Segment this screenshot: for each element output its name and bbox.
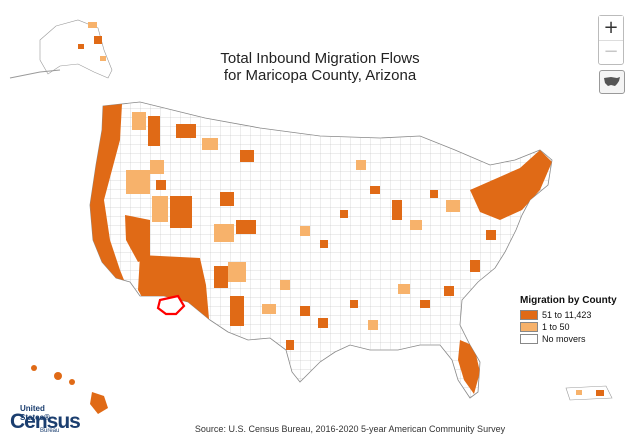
county-high[interactable] — [340, 210, 348, 218]
county-low[interactable] — [150, 160, 164, 174]
county-low[interactable] — [202, 138, 218, 150]
legend-swatch-none — [520, 333, 538, 344]
county-high[interactable] — [176, 124, 196, 138]
county-high[interactable] — [392, 200, 402, 220]
county-high[interactable] — [596, 390, 604, 396]
title-line-1: Total Inbound Migration Flows — [220, 50, 420, 67]
legend-label: No movers — [542, 333, 586, 344]
hawaii-island[interactable] — [31, 365, 37, 371]
county-low[interactable] — [132, 112, 146, 130]
county-high[interactable] — [420, 300, 430, 308]
county-low[interactable] — [300, 226, 310, 236]
alaska-county-high[interactable] — [94, 36, 102, 44]
hawaii-group — [31, 365, 108, 414]
county-high[interactable] — [286, 340, 294, 350]
logo-line-1: United States® — [20, 404, 50, 422]
hawaii-island[interactable] — [54, 372, 62, 380]
county-low[interactable] — [228, 262, 246, 282]
county-high[interactable] — [350, 300, 358, 308]
county-cluster-high[interactable] — [125, 215, 150, 262]
county-low[interactable] — [280, 280, 290, 290]
county-high[interactable] — [230, 296, 244, 326]
county-high[interactable] — [170, 196, 192, 228]
legend-label: 1 to 50 — [542, 321, 570, 332]
alaska-county-high[interactable] — [78, 44, 84, 49]
alaska-county-high[interactable] — [88, 22, 97, 28]
logo-line-3: Bureau — [40, 428, 60, 434]
county-low[interactable] — [446, 200, 460, 212]
county-low[interactable] — [398, 284, 410, 294]
county-low[interactable] — [262, 304, 276, 314]
legend-item: 1 to 50 — [520, 321, 638, 332]
alaska-aleutians — [9, 69, 61, 79]
county-low[interactable] — [356, 160, 366, 170]
legend-swatch-low — [520, 321, 538, 332]
county-low[interactable] — [214, 224, 234, 242]
county-low[interactable] — [152, 196, 168, 222]
legend-item: 51 to 11,423 — [520, 309, 638, 320]
alaska-state[interactable] — [39, 19, 113, 79]
continental-us — [89, 101, 553, 399]
puerto-rico[interactable] — [565, 385, 613, 401]
census-logo[interactable]: United States® Census Bureau — [6, 404, 81, 434]
legend-label: 51 to 11,423 — [542, 309, 592, 320]
county-high[interactable] — [214, 266, 228, 288]
county-cluster-high[interactable] — [470, 150, 552, 220]
county-low[interactable] — [368, 320, 378, 330]
alaska-county-low[interactable] — [100, 56, 106, 61]
county-cluster-high[interactable] — [138, 255, 210, 332]
county-high[interactable] — [240, 150, 254, 162]
hawaii-island[interactable] — [69, 379, 75, 385]
county-low[interactable] — [576, 390, 582, 395]
florida-counties-high[interactable] — [458, 340, 480, 394]
county-high[interactable] — [470, 260, 480, 272]
legend-item: No movers — [520, 333, 638, 344]
county-low[interactable] — [410, 220, 422, 230]
maricopa-county-selected[interactable] — [156, 294, 186, 316]
county-high[interactable] — [320, 240, 328, 248]
map-title: Total Inbound Migration Flows for Marico… — [160, 50, 480, 84]
puerto-rico-group — [565, 385, 613, 401]
logo-line-2: Census — [10, 410, 81, 433]
county-high[interactable] — [148, 116, 160, 146]
county-low[interactable] — [126, 170, 150, 194]
county-high[interactable] — [220, 192, 234, 206]
county-high[interactable] — [430, 190, 438, 198]
county-high[interactable] — [236, 220, 256, 234]
legend-swatch-high — [520, 309, 538, 320]
county-high[interactable] — [370, 186, 380, 194]
zoom-control: + − — [598, 15, 624, 65]
county-high[interactable] — [156, 180, 166, 190]
county-high[interactable] — [444, 286, 454, 296]
reset-extent-button[interactable] — [599, 70, 625, 94]
zoom-in-button[interactable]: + — [599, 16, 623, 40]
hawaii-big-island[interactable] — [90, 392, 108, 414]
zoom-out-button[interactable]: − — [599, 40, 623, 63]
source-note: Source: U.S. Census Bureau, 2016-2020 5-… — [194, 424, 506, 434]
alaska-group — [9, 19, 113, 79]
county-high[interactable] — [318, 318, 328, 328]
legend-title: Migration by County — [520, 295, 617, 306]
county-high[interactable] — [486, 230, 496, 240]
title-line-2: for Maricopa County, Arizona — [223, 67, 417, 84]
county-high[interactable] — [300, 306, 310, 316]
us-map-icon — [604, 77, 620, 86]
legend: Migration by County 51 to 11,423 1 to 50… — [520, 295, 638, 345]
